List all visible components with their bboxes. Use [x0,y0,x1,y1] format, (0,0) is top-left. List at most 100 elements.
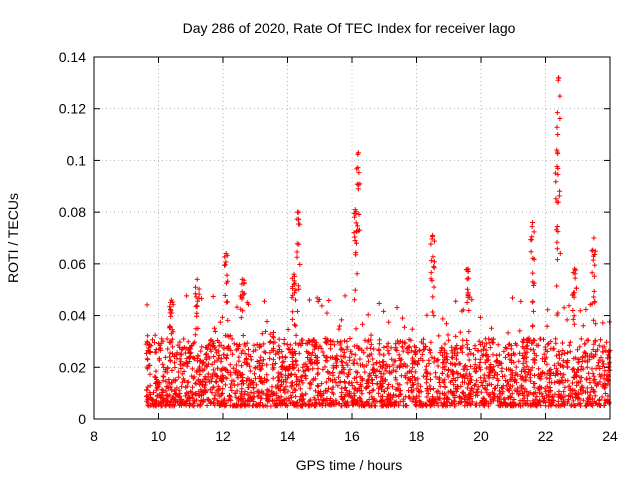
data-point [323,340,329,346]
data-point [298,394,304,399]
x-tick-label: 24 [602,428,618,444]
data-point [553,227,559,233]
data-point [172,360,178,366]
data-point [241,280,247,286]
data-point [272,361,278,366]
data-point [448,360,454,366]
data-point [310,366,316,372]
data-point [370,362,376,368]
data-point [410,374,415,379]
data-point [324,396,330,402]
data-point [423,401,429,407]
data-point [582,351,588,357]
data-point [435,403,441,409]
data-point [430,309,436,315]
data-point [466,392,472,398]
data-point [469,297,475,303]
data-point [471,352,476,358]
data-point [510,295,515,301]
data-point [245,402,251,408]
data-point [183,393,189,399]
data-point [554,124,560,130]
data-point [579,359,585,364]
data-point [573,285,579,291]
data-point [168,384,174,390]
data-point [333,360,339,366]
data-point [364,345,370,351]
data-point [443,354,449,360]
data-point [335,383,341,389]
data-point [493,358,499,364]
data-point [264,377,270,383]
data-point [448,379,453,385]
data-point [371,403,377,409]
data-point [243,357,249,363]
data-point [348,348,354,354]
data-point [464,401,470,407]
data-point [464,366,470,372]
data-point [449,348,455,354]
data-point [391,358,397,364]
data-point [591,341,597,347]
data-point [570,380,575,386]
data-point [324,354,330,360]
data-point [252,371,257,377]
data-point [257,376,263,382]
data-point [572,271,578,277]
data-point [396,394,402,399]
data-point [310,377,316,383]
data-point [261,341,267,347]
data-point [189,342,195,348]
data-point [366,397,372,402]
y-tick-label: 0.1 [67,152,87,168]
data-point [454,386,460,392]
data-point [429,236,435,242]
x-tick-label: 22 [538,428,554,444]
data-point [446,367,451,373]
data-point [152,332,158,338]
data-point [587,375,593,381]
data-points [143,75,613,409]
data-point [322,364,328,370]
data-point [589,270,595,276]
data-point [390,362,396,368]
data-point [475,348,481,354]
data-point [538,385,544,390]
data-point [285,396,291,402]
x-tick-label: 18 [409,428,425,444]
data-point [555,132,561,137]
data-point [285,327,291,332]
data-point [505,352,511,358]
data-point [297,262,303,267]
data-point [210,294,216,299]
data-point [526,369,531,375]
data-point [366,373,372,379]
data-point [234,388,240,394]
data-point [577,308,583,314]
data-point [289,295,295,301]
data-point [340,397,346,403]
data-point [326,298,332,303]
data-point [293,394,299,400]
data-point [342,338,347,344]
data-point [214,379,220,385]
data-point [144,350,149,356]
data-point [522,355,528,361]
data-point [509,391,515,397]
data-point [197,372,203,378]
data-point [187,403,193,408]
data-point [156,341,162,346]
data-point [544,361,550,367]
data-point [251,342,257,348]
data-point [300,396,306,402]
data-point [237,370,243,376]
data-point [339,390,345,396]
data-point [200,398,206,404]
data-point [442,364,448,370]
data-point [419,351,425,357]
data-point [445,372,450,378]
data-point [573,392,579,398]
data-point [484,382,490,388]
data-point [308,356,314,362]
data-point [263,329,269,334]
